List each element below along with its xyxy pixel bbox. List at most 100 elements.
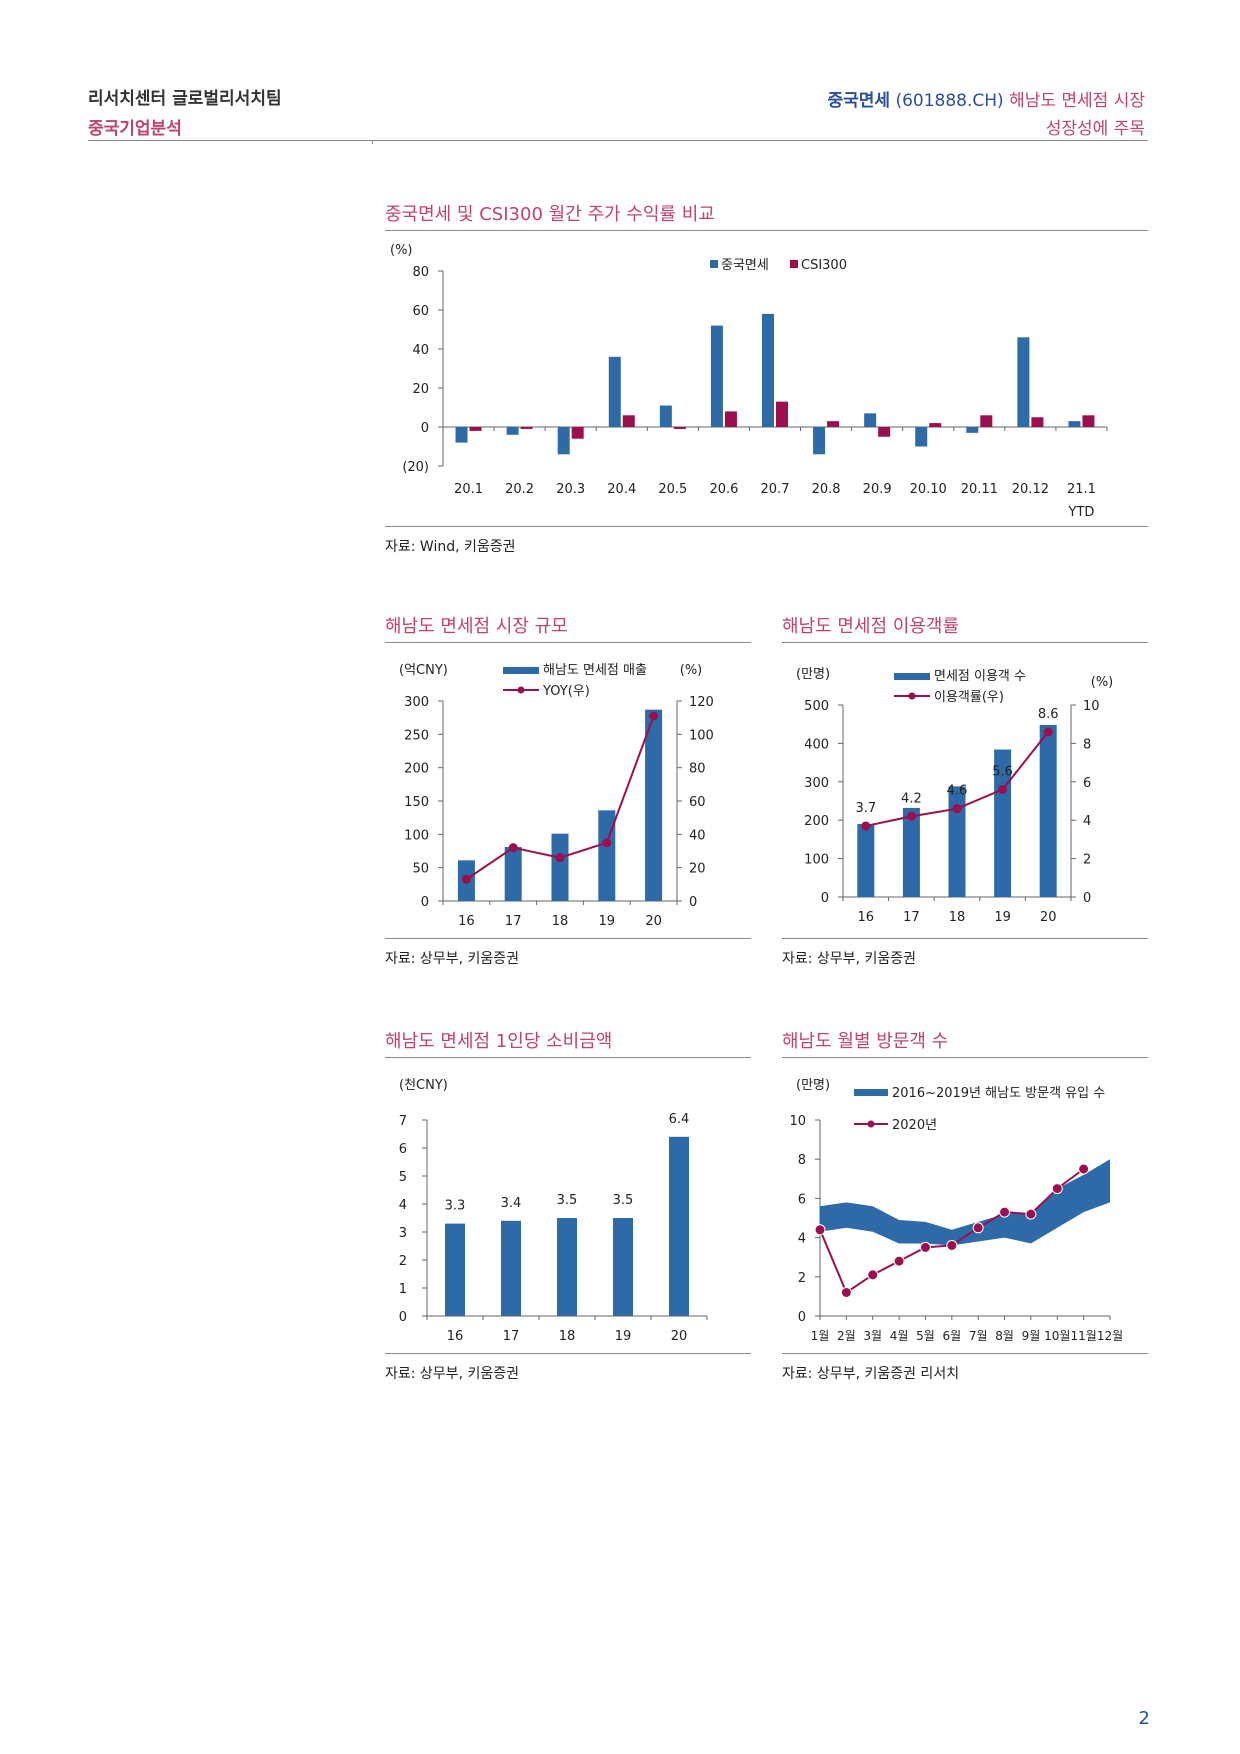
band-area [820,1159,1110,1246]
bar [504,847,522,901]
bar-CSI300 [724,411,737,427]
chart-source: 자료: Wind, 키움증권 [385,539,516,555]
y-tick-label: 3 [399,1226,407,1241]
bar-CSI300 [673,427,686,429]
x-tick-label: 20.11 [961,482,998,497]
bar-중국면세 [813,427,826,455]
ticker-code: (601888.CH) [895,91,1004,111]
bar-중국면세 [608,356,621,427]
x-tick-label: 20.2 [505,482,534,497]
chart-title: 해남도 면세점 이용객률 [782,616,960,637]
x-tick-label: 5월 [916,1329,935,1343]
bar-중국면세 [1017,337,1030,427]
line-point [998,784,1008,794]
y-tick-label-right: 40 [689,828,706,843]
y-tick-label-left: 150 [404,795,429,810]
chart-panel-spend-per-person: 해남도 면세점 1인당 소비금액 (천CNY) 7 6 5 4 3 2 1 0 3.3 16 3.4 1… [385,1027,751,1387]
y-tick-label: 20 [412,382,429,397]
header-rule-tick [372,140,373,144]
y-tick-label: 6 [798,1192,806,1207]
y-tick-label-right: 10 [1083,699,1100,714]
line-point [906,811,916,821]
source-rule [385,526,1148,527]
axis-unit-right: (%) [1091,675,1114,690]
x-tick-label: 11월 [1070,1329,1096,1343]
y-tick-label-right: 0 [1083,891,1091,906]
bar-CSI300 [622,415,635,427]
line-point [602,838,612,848]
bar [1039,724,1057,897]
chart-panel-visitor-rate: 해남도 면세점 이용객률 (만명) (%) 500 400 300 200 100 0 10 8 6… [782,612,1148,972]
x-tick-label: 12월 [1097,1329,1123,1343]
y-tick-label-left: 300 [804,776,829,791]
y-tick-label: 4 [798,1232,806,1247]
data-label: 5.6 [992,764,1013,779]
source-rule [782,1353,1148,1354]
bar-중국면세 [966,427,979,433]
chart-panel-stock-returns: 중국면세 및 CSI300 월간 주가 수익률 비교 (%) 80 60 40 20 0(… [385,200,1148,560]
title-rule [385,642,751,643]
chart-source: 자료: 상무부, 키움증권 [782,951,916,967]
x-tick-label: 16 [858,910,875,925]
y-tick-label-left: 200 [404,762,429,777]
legend-label: CSI300 [801,258,847,273]
bar-중국면세 [557,427,570,455]
y-tick-label-right: 6 [1083,776,1091,791]
chart-monthly-visitors: (만명) 10 8 6 4 2 0 1월 2월 3월 4월 5월 6월 7월 8월 9월 10월 11월 12월 20… [789,1078,1123,1343]
x-tick-label: 19 [615,1329,632,1344]
y-tick-label-left: 400 [804,737,829,752]
bar-CSI300 [827,421,840,427]
line-point [555,853,565,863]
legend-swatch-marker [908,692,916,700]
x-tick-label: 17 [505,914,522,929]
bar [902,807,920,897]
chart-stock-returns: (%) 80 60 40 20 0 (20) 20.1 20.2 20.3 20.4 20.5 20.6… [390,243,1108,520]
x-tick-label: 18 [552,914,569,929]
header-rule [88,140,1148,141]
headline-part1: 해남도 면세점 시장 [1009,91,1145,111]
bar-CSI300 [776,401,788,427]
legend-label: 2016~2019년 해남도 방문객 유입 수 [892,1086,1105,1101]
line-point [1051,1183,1063,1195]
x-tick-label: 16 [447,1329,464,1344]
chart-source: 자료: 상무부, 키움증권 [385,1366,519,1382]
legend-label: YOY(우) [542,684,590,699]
bar-CSI300 [1082,415,1095,427]
legend-label: 해남도 면세점 매출 [543,663,647,678]
chart-title: 해남도 면세점 1인당 소비금액 [385,1031,613,1052]
y-tick-label: 10 [789,1114,806,1129]
axis-unit-left: (%) [390,243,413,258]
chart-title: 해남도 면세점 시장 규모 [385,616,568,637]
line-point [840,1286,852,1298]
y-tick-label: 2 [399,1254,407,1269]
chart-source: 자료: 상무부, 키움증권 [385,951,519,967]
bar [551,833,569,901]
y-tick-label: 8 [798,1153,806,1168]
line-point [946,1239,958,1251]
legend-label: 2020년 [892,1118,937,1133]
y-tick-label: 0 [399,1310,407,1325]
bar-중국면세 [710,325,723,427]
x-tick-label: 9월 [1022,1329,1041,1343]
bar [445,1223,465,1316]
x-tick-label: 17 [503,1329,520,1344]
x-tick-label: 20.4 [607,482,636,497]
y-tick-label-left: 50 [412,862,429,877]
line-point [952,804,962,814]
chart-panel-market-size: 해남도 면세점 시장 규모 (억CNY) (%) 300 250 200 150 100 50… [385,612,751,972]
data-label: 3.5 [613,1193,634,1208]
title-rule [782,642,1148,643]
y-tick-label-left: 300 [404,695,429,710]
line-point [508,843,518,853]
y-tick-label: 4 [399,1198,407,1213]
line-point [1025,1208,1037,1220]
line-point [649,711,659,721]
x-tick-label: 16 [458,914,475,929]
line-point [814,1224,826,1236]
y-tick-label: 6 [399,1142,407,1157]
x-tick-label: 21.1 [1067,482,1096,497]
y-tick-label-right: 80 [689,762,706,777]
title-rule [385,230,1148,231]
bar-CSI300 [929,423,942,427]
y-tick-label-left: 250 [404,728,429,743]
